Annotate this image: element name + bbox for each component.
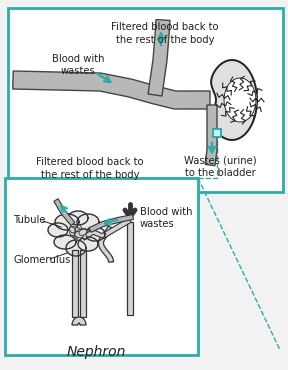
Polygon shape [127,222,133,315]
Polygon shape [148,20,170,96]
Polygon shape [89,215,134,232]
Ellipse shape [83,228,86,232]
Ellipse shape [77,230,83,234]
Text: Nephron: Nephron [66,345,126,359]
Ellipse shape [77,225,81,230]
Polygon shape [205,105,217,166]
Text: Filtered blood back to
the rest of the body: Filtered blood back to the rest of the b… [36,157,144,180]
Polygon shape [54,199,75,226]
Ellipse shape [71,226,76,233]
Polygon shape [72,317,86,325]
Polygon shape [55,214,79,230]
Polygon shape [80,250,86,317]
Polygon shape [211,60,257,140]
Polygon shape [82,218,131,240]
Bar [213,129,221,137]
Polygon shape [48,223,68,237]
Polygon shape [54,235,76,249]
Text: Wastes (urine)
to the bladder: Wastes (urine) to the bladder [184,155,256,178]
Ellipse shape [79,229,87,235]
Text: Tubule: Tubule [13,215,46,225]
Ellipse shape [71,229,78,235]
Ellipse shape [75,228,80,232]
Text: Blood with
wastes: Blood with wastes [52,54,104,76]
Ellipse shape [75,232,84,238]
Polygon shape [77,214,99,230]
Polygon shape [224,78,256,122]
Text: Blood with
wastes: Blood with wastes [140,206,192,229]
Ellipse shape [79,230,82,235]
Bar [5,178,198,355]
Ellipse shape [82,229,88,234]
Text: Glomerulus: Glomerulus [13,255,70,265]
Ellipse shape [81,233,87,239]
Ellipse shape [75,230,80,237]
Polygon shape [78,237,98,251]
Ellipse shape [73,230,79,235]
Ellipse shape [70,229,78,236]
Polygon shape [68,211,88,225]
Ellipse shape [70,227,75,233]
Polygon shape [85,227,105,241]
Polygon shape [13,71,210,109]
Polygon shape [72,250,78,317]
Bar [8,8,283,192]
Ellipse shape [74,234,79,238]
Text: Filtered blood back to
the rest of the body: Filtered blood back to the rest of the b… [111,22,219,45]
Polygon shape [98,226,113,262]
Ellipse shape [79,231,85,237]
Polygon shape [66,240,86,256]
Ellipse shape [69,226,75,232]
